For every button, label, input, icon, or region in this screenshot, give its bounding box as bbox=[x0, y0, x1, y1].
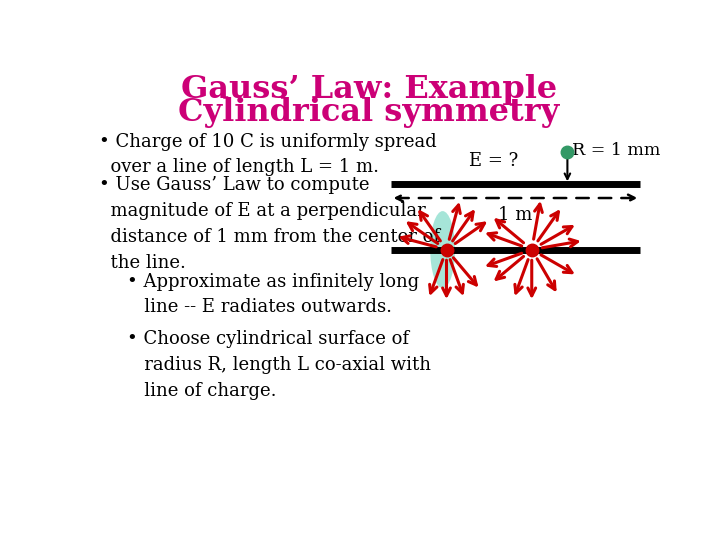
Text: Cylindrical symmetry: Cylindrical symmetry bbox=[179, 97, 559, 128]
Text: E = ?: E = ? bbox=[469, 152, 518, 170]
Text: • Choose cylindrical surface of
   radius R, length L co-axial with
   line of c: • Choose cylindrical surface of radius R… bbox=[127, 330, 431, 400]
Text: R = 1 mm: R = 1 mm bbox=[572, 142, 660, 159]
Text: Gauss’ Law: Example: Gauss’ Law: Example bbox=[181, 74, 557, 105]
Ellipse shape bbox=[431, 211, 455, 288]
Text: • Use Gauss’ Law to compute
  magnitude of E at a perpendicular
  distance of 1 : • Use Gauss’ Law to compute magnitude of… bbox=[99, 177, 441, 272]
Text: • Approximate as infinitely long
   line -- E radiates outwards.: • Approximate as infinitely long line --… bbox=[127, 273, 420, 316]
Text: • Charge of 10 C is uniformly spread
  over a line of length L = 1 m.: • Charge of 10 C is uniformly spread ove… bbox=[99, 132, 437, 176]
Text: 1 m: 1 m bbox=[498, 206, 533, 224]
